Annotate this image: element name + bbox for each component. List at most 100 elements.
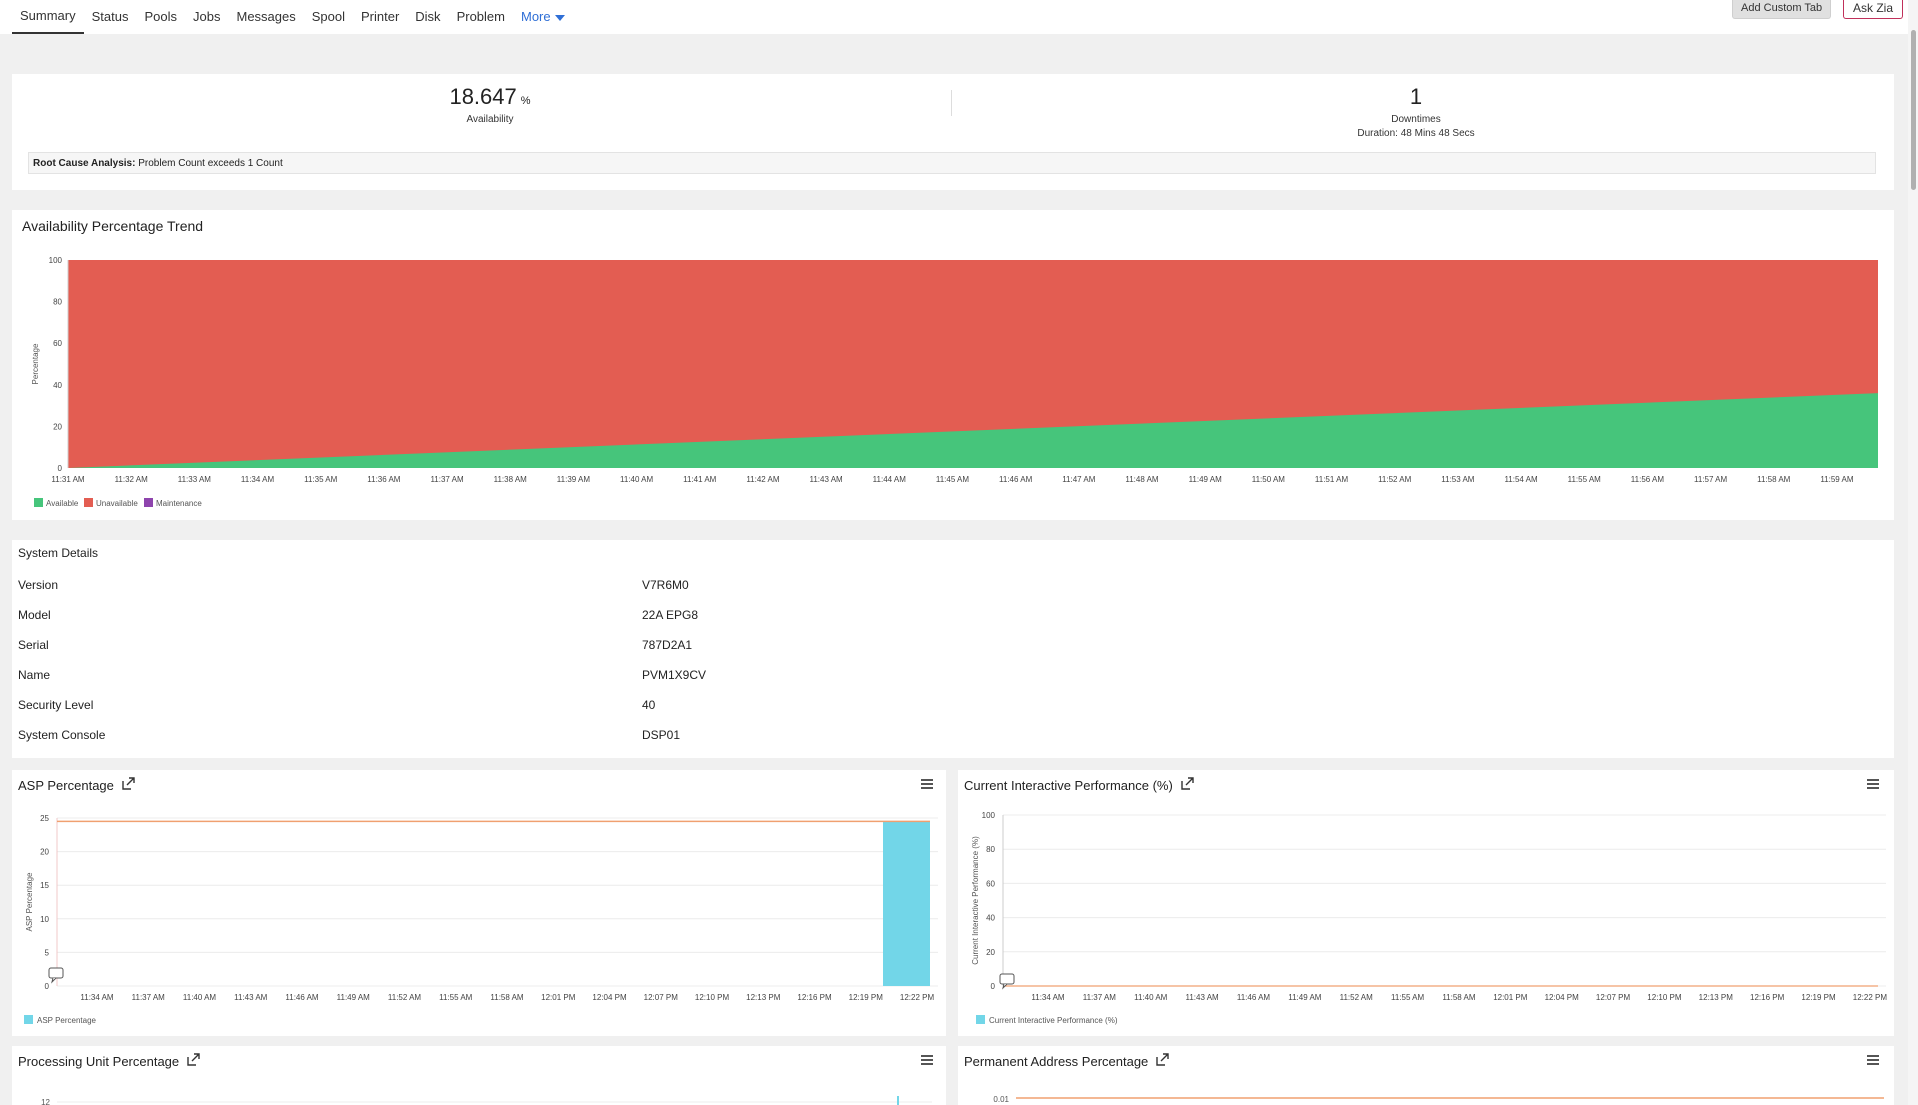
x-tick-label: 11:40 AM [620, 475, 654, 484]
open-external-icon[interactable] [1156, 1053, 1169, 1069]
x-tick-label: 11:35 AM [304, 475, 338, 484]
x-tick-label: 11:44 AM [873, 475, 907, 484]
pu-title-text: Processing Unit Percentage [18, 1053, 180, 1069]
rca-label: Root Cause Analysis: [33, 158, 136, 169]
asp-percentage-widget [12, 770, 946, 1036]
x-tick-label: 12:16 PM [797, 993, 832, 1002]
x-tick-label: 11:37 AM [430, 475, 464, 484]
scrollbar-thumb[interactable] [1911, 30, 1916, 190]
downtimes-value: 1 [1409, 84, 1423, 109]
comment-icon[interactable] [48, 967, 64, 984]
asp-menu-icon[interactable] [921, 779, 933, 789]
system-detail-row: System Console DSP01 [18, 720, 1888, 750]
downtimes-label: Downtimes [1391, 114, 1441, 125]
y-axis-label: Current Interactive Performance (%) [971, 836, 980, 965]
x-tick-label: 11:53 AM [1441, 475, 1475, 484]
tab-spool[interactable]: Spool [311, 9, 345, 24]
x-tick-label: 11:55 AM [1391, 993, 1425, 1002]
y-tick-label: 100 [982, 811, 996, 820]
y-tick-label: 20 [40, 848, 49, 857]
x-tick-label: 11:34 AM [241, 475, 275, 484]
system-details-panel [12, 540, 1894, 758]
cip-widget [958, 770, 1894, 1036]
x-tick-label: 11:49 AM [1288, 993, 1322, 1002]
x-tick-label: 12:01 PM [541, 993, 576, 1002]
y-tick-label: 40 [53, 381, 62, 390]
system-detail-value: 40 [642, 698, 656, 712]
pa-title: Permanent Address Percentage [964, 1053, 1169, 1069]
comment-icon[interactable] [999, 973, 1015, 990]
x-tick-label: 12:19 PM [849, 993, 884, 1002]
tab-summary[interactable]: Summary [12, 0, 84, 34]
x-tick-label: 11:58 AM [1757, 475, 1791, 484]
x-tick-label: 11:58 AM [490, 993, 524, 1002]
chevron-down-icon [554, 14, 565, 21]
cip-title: Current Interactive Performance (%) [964, 777, 1194, 793]
x-tick-label: 12:10 PM [695, 993, 730, 1002]
tab-problem[interactable]: Problem [456, 9, 505, 24]
scrollbar-track[interactable] [1908, 0, 1918, 1105]
legend-swatch [144, 498, 153, 507]
asp-percentage-chart: 0 5 10 15 20 25 11:34 AM 11:37 AM 11:40 AM 11:43 … [24, 814, 938, 1025]
open-external-icon[interactable] [122, 777, 135, 793]
x-tick-label: 11:52 AM [388, 993, 422, 1002]
open-external-icon[interactable] [187, 1053, 200, 1069]
y-tick-label: 40 [986, 914, 995, 923]
x-tick-label: 11:46 AM [1237, 993, 1271, 1002]
tab-more-label: More [520, 9, 551, 24]
x-tick-label: 12:04 PM [592, 993, 627, 1002]
open-external-icon[interactable] [1181, 777, 1194, 793]
tab-pools[interactable]: Pools [144, 9, 178, 24]
pa-menu-icon[interactable] [1867, 1055, 1879, 1065]
ask-zia-button[interactable]: Ask Zia [1843, 0, 1904, 19]
add-custom-tab-button[interactable]: Add Custom Tab [1732, 0, 1832, 19]
x-tick-label: 11:41 AM [683, 475, 717, 484]
x-tick-label: 11:42 AM [746, 475, 780, 484]
y-axis-label: ASP Percentage [25, 872, 34, 932]
system-detail-row: Version V7R6M0 [18, 570, 1888, 600]
x-tick-label: 11:58 AM [1442, 993, 1476, 1002]
stat-divider [951, 90, 952, 116]
system-detail-row: Security Level 40 [18, 690, 1888, 720]
x-tick-label: 11:54 AM [1504, 475, 1538, 484]
tab-printer[interactable]: Printer [360, 9, 400, 24]
system-detail-key: System Console [18, 728, 106, 742]
x-tick-label: 11:46 AM [285, 993, 319, 1002]
tab-status[interactable]: Status [91, 9, 129, 24]
legend-label: ASP Percentage [37, 1016, 97, 1025]
pa-first-tick: 0.01 [993, 1095, 1009, 1104]
x-tick-label: 11:36 AM [367, 475, 401, 484]
system-detail-row: Serial 787D2A1 [18, 630, 1888, 660]
x-tick-label: 12:07 PM [644, 993, 679, 1002]
legend-label: Unavailable [96, 499, 138, 508]
tab-disk[interactable]: Disk [415, 9, 441, 24]
cip-chart: 0 20 40 60 80 100 11:34 AM 11:37 AM 11:40 AM 11:4… [971, 811, 1887, 1025]
x-tick-label: 11:37 AM [132, 993, 166, 1002]
x-tick-label: 11:48 AM [1125, 475, 1159, 484]
tab-messages[interactable]: Messages [236, 9, 296, 24]
legend-label: Available [46, 499, 79, 508]
x-tick-label: 11:39 AM [557, 475, 591, 484]
cip-title-text: Current Interactive Performance (%) [964, 777, 1173, 793]
asp-bar [883, 821, 930, 986]
system-detail-row: Model 22A EPG8 [18, 600, 1888, 630]
legend-swatch [24, 1015, 33, 1024]
y-axis-label: Percentage [31, 343, 40, 384]
y-tick-label: 80 [53, 298, 62, 307]
y-tick-label: 25 [40, 814, 49, 823]
cip-menu-icon[interactable] [1867, 779, 1879, 789]
rca-text: Problem Count exceeds 1 Count [138, 158, 283, 169]
legend-swatch [976, 1015, 985, 1024]
y-tick-label: 20 [986, 948, 995, 957]
pu-menu-icon[interactable] [921, 1055, 933, 1065]
y-tick-label: 20 [53, 422, 62, 431]
tab-jobs[interactable]: Jobs [193, 9, 221, 24]
tab-more[interactable]: More [513, 1, 573, 33]
pa-title-text: Permanent Address Percentage [964, 1053, 1149, 1069]
y-tick-label: 60 [53, 339, 62, 348]
x-tick-label: 11:34 AM [80, 993, 114, 1002]
system-detail-value: DSP01 [642, 728, 681, 742]
x-tick-label: 12:04 PM [1545, 993, 1580, 1002]
system-detail-value: PVM1X9CV [642, 668, 707, 682]
x-tick-label: 11:40 AM [1134, 993, 1168, 1002]
